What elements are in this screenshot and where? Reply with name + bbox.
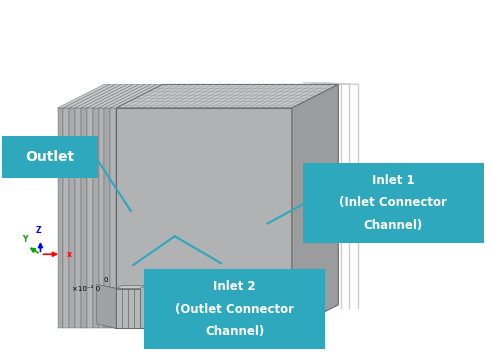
- Polygon shape: [110, 108, 116, 328]
- Polygon shape: [107, 286, 116, 328]
- Polygon shape: [292, 281, 306, 328]
- Polygon shape: [75, 84, 127, 108]
- Polygon shape: [116, 108, 292, 328]
- Polygon shape: [57, 108, 63, 328]
- Text: Inlet 2: Inlet 2: [213, 280, 256, 293]
- Polygon shape: [63, 84, 116, 108]
- Text: 0: 0: [104, 277, 109, 282]
- Text: ×10⁻² 0: ×10⁻² 0: [72, 286, 101, 292]
- Polygon shape: [69, 84, 121, 108]
- Text: Inlet 1: Inlet 1: [372, 174, 414, 187]
- Polygon shape: [99, 84, 151, 108]
- Polygon shape: [87, 84, 139, 108]
- Polygon shape: [292, 286, 297, 328]
- Text: x: x: [67, 250, 72, 259]
- Polygon shape: [110, 84, 163, 108]
- Polygon shape: [99, 108, 105, 328]
- Polygon shape: [116, 286, 145, 289]
- Polygon shape: [116, 84, 338, 108]
- Text: Channel): Channel): [205, 325, 264, 338]
- Polygon shape: [69, 108, 75, 328]
- Polygon shape: [292, 279, 310, 328]
- Polygon shape: [81, 84, 133, 108]
- Polygon shape: [111, 288, 116, 328]
- Text: Y: Y: [23, 235, 28, 244]
- Polygon shape: [97, 284, 116, 328]
- Polygon shape: [269, 286, 298, 289]
- Polygon shape: [105, 84, 157, 108]
- Polygon shape: [116, 289, 139, 328]
- Polygon shape: [93, 108, 99, 328]
- Text: Channel): Channel): [363, 219, 423, 232]
- Polygon shape: [269, 289, 292, 328]
- Polygon shape: [105, 108, 110, 328]
- Polygon shape: [87, 108, 93, 328]
- FancyBboxPatch shape: [2, 136, 98, 178]
- FancyBboxPatch shape: [302, 163, 484, 243]
- Polygon shape: [292, 284, 301, 328]
- Polygon shape: [81, 108, 87, 328]
- Text: Z: Z: [35, 226, 41, 235]
- Polygon shape: [63, 108, 69, 328]
- Text: (Outlet Connector: (Outlet Connector: [175, 303, 294, 316]
- Text: (Inlet Connector: (Inlet Connector: [339, 196, 447, 209]
- Polygon shape: [102, 285, 116, 328]
- Polygon shape: [75, 108, 81, 328]
- Text: Outlet: Outlet: [26, 150, 75, 164]
- FancyBboxPatch shape: [144, 269, 325, 349]
- Polygon shape: [57, 84, 110, 108]
- Polygon shape: [292, 84, 338, 328]
- Polygon shape: [93, 84, 145, 108]
